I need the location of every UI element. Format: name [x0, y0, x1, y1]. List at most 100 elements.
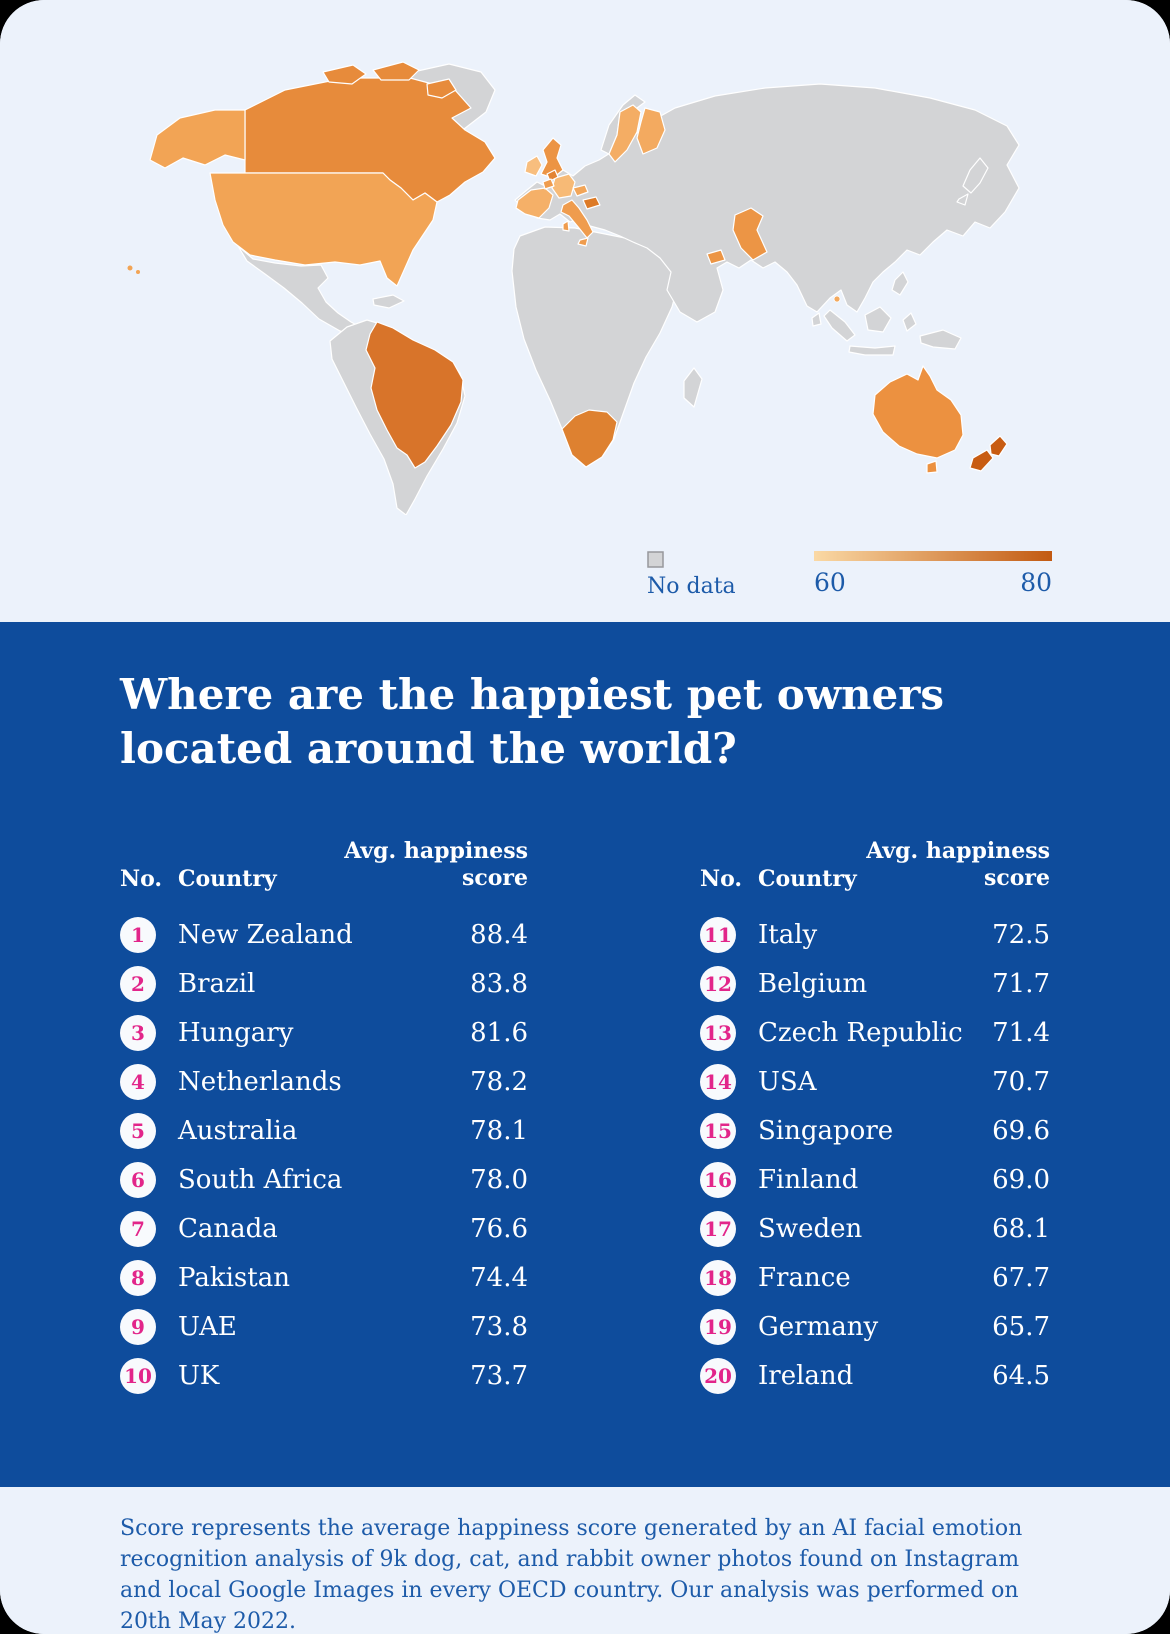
rank-table-right: No. Country Avg. happiness score 11 Italy… [700, 838, 1050, 1400]
table-row: 5 Australia 78.1 [120, 1106, 528, 1155]
header-score: Avg. happiness score [866, 838, 1050, 891]
rank-badge: 18 [700, 1259, 736, 1296]
rank-table-left: No. Country Avg. happiness score 1 New Ze… [120, 838, 528, 1400]
country-name: Australia [178, 1115, 298, 1146]
map-country-new-zealand [969, 435, 1008, 472]
score-value: 83.8 [470, 968, 528, 999]
world-map [127, 61, 1020, 515]
table-row: 12 Belgium 71.7 [700, 959, 1050, 1008]
rank-badge: 9 [120, 1308, 156, 1345]
table-header: No. Country Avg. happiness score [120, 838, 528, 892]
map-country-netherlands [546, 169, 559, 182]
table-row: 16 Finland 69.0 [700, 1155, 1050, 1204]
table-row: 18 France 67.7 [700, 1253, 1050, 1302]
table-row: 2 Brazil 83.8 [120, 959, 528, 1008]
rank-badge: 7 [120, 1210, 156, 1247]
country-name: Italy [758, 919, 818, 950]
country-name: Netherlands [178, 1066, 342, 1097]
map-region-madagascar [683, 367, 703, 408]
rank-badge: 16 [700, 1161, 736, 1198]
country-name: Hungary [178, 1017, 294, 1048]
map-region-borneo [864, 306, 892, 333]
score-value: 76.6 [470, 1213, 528, 1244]
map-region-java [848, 345, 896, 356]
rank-badge: 14 [700, 1063, 736, 1100]
map-region-sulawesi [902, 312, 917, 332]
map-section: No data 60 80 [0, 0, 1170, 622]
map-country-brazil [365, 321, 464, 469]
header-country: Country [178, 866, 277, 892]
score-value: 71.7 [992, 968, 1050, 999]
score-value: 70.7 [992, 1066, 1050, 1097]
map-region-mexico-central-america [237, 245, 365, 338]
map-country-germany [551, 173, 576, 199]
table-row: 17 Sweden 68.1 [700, 1204, 1050, 1253]
table-row: 9 UAE 73.8 [120, 1302, 528, 1351]
no-data-label: No data [647, 574, 736, 599]
map-country-singapore [833, 295, 841, 303]
scale-max-label: 80 [1020, 568, 1052, 597]
methodology-note: Score represents the average happiness s… [120, 1516, 1023, 1634]
table-row: 3 Hungary 81.6 [120, 1008, 528, 1057]
map-country-sweden [608, 104, 642, 163]
map-country-uk [540, 137, 564, 179]
table-row: 14 USA 70.7 [700, 1057, 1050, 1106]
rank-badge: 3 [120, 1014, 156, 1051]
country-name: Ireland [758, 1360, 854, 1391]
table-row: 19 Germany 65.7 [700, 1302, 1050, 1351]
score-value: 71.4 [992, 1017, 1050, 1048]
country-name: New Zealand [178, 919, 353, 950]
rank-badge: 19 [700, 1308, 736, 1345]
country-name: Brazil [178, 968, 256, 999]
map-country-belgium [542, 178, 555, 190]
map-country-finland [636, 107, 666, 155]
rank-badge: 10 [120, 1357, 156, 1394]
map-country-ireland [524, 155, 543, 177]
map-country-south-africa [561, 409, 618, 468]
score-value: 73.7 [470, 1360, 528, 1391]
map-region-caribbean [372, 294, 405, 309]
map-country-italy [560, 199, 594, 247]
score-value: 88.4 [470, 919, 528, 950]
rank-badge: 20 [700, 1357, 736, 1394]
table-row: 10 UK 73.7 [120, 1351, 528, 1400]
score-value: 67.7 [992, 1262, 1050, 1293]
table-row: 4 Netherlands 78.2 [120, 1057, 528, 1106]
score-value: 69.6 [992, 1115, 1050, 1146]
table-row: 11 Italy 72.5 [700, 910, 1050, 959]
no-data-swatch [647, 551, 664, 568]
color-scale-bar [814, 551, 1052, 561]
table-row: 1 New Zealand 88.4 [120, 910, 528, 959]
map-country-france [515, 187, 554, 219]
rank-badge: 8 [120, 1259, 156, 1296]
country-name: UAE [178, 1311, 237, 1342]
score-value: 64.5 [992, 1360, 1050, 1391]
table-row: 15 Singapore 69.6 [700, 1106, 1050, 1155]
country-name: USA [758, 1066, 817, 1097]
map-country-usa [127, 109, 438, 287]
country-name: Belgium [758, 968, 868, 999]
rank-badge: 12 [700, 965, 736, 1002]
rank-badge: 4 [120, 1063, 156, 1100]
country-name: Pakistan [178, 1262, 290, 1293]
map-region-japan [962, 157, 989, 194]
score-value: 68.1 [992, 1213, 1050, 1244]
rank-badge: 11 [700, 916, 736, 953]
score-value: 78.2 [470, 1066, 528, 1097]
score-value: 81.6 [470, 1017, 528, 1048]
map-legend-no-data: No data [647, 551, 736, 599]
map-legend-scale: 60 80 [814, 551, 1052, 597]
table-header: No. Country Avg. happiness score [700, 838, 1050, 892]
table-row: 7 Canada 76.6 [120, 1204, 528, 1253]
country-name: Germany [758, 1311, 879, 1342]
map-country-australia [872, 365, 964, 474]
rank-badge: 1 [120, 916, 156, 953]
map-region-sri-lanka [811, 312, 822, 327]
map-country-pakistan [732, 207, 768, 261]
country-name: Czech Republic [758, 1017, 963, 1048]
score-value: 65.7 [992, 1311, 1050, 1342]
country-name: UK [178, 1360, 220, 1391]
header-no: No. [120, 866, 163, 892]
country-name: Singapore [758, 1115, 894, 1146]
